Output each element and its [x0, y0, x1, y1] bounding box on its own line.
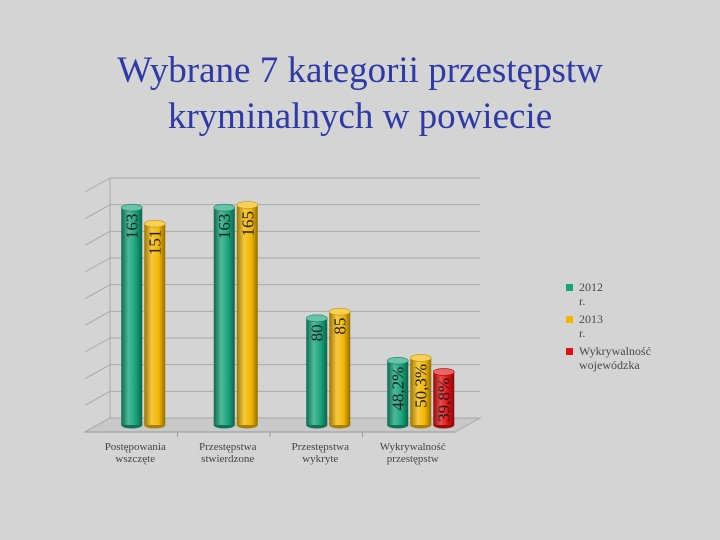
legend-item-2013: 2013 r.: [566, 312, 603, 340]
category-label: Postępowania wszczęte: [105, 441, 166, 465]
bar-value-label: 80: [308, 324, 327, 341]
category-label: Przestępstwa wykryte: [292, 441, 350, 465]
bar: 85: [328, 307, 351, 429]
bar: 48,2%: [386, 356, 409, 429]
gridline-depth: [84, 230, 111, 246]
chart-category-labels: Postępowania wszczęte Przestępstwa stwierdz…: [105, 432, 446, 465]
title-line-1: Wybrane 7 kategorii przestępstw: [117, 50, 603, 91]
legend-swatch-2013: [566, 316, 573, 323]
category-label: Przestępstwa stwierdzone: [199, 441, 257, 465]
gridline-depth: [84, 257, 111, 273]
bar-value-label: 163: [215, 214, 234, 240]
legend-label-2013: 2013 r.: [579, 312, 603, 340]
legend-item-wojewodzka: Wykrywalność wojewódzka: [566, 344, 651, 372]
category-label: Wykrywalność przestępstw: [380, 441, 446, 465]
chart-gridlines: [83, 177, 482, 433]
legend-swatch-wojewodzka: [566, 348, 573, 355]
gridline-depth: [84, 310, 111, 326]
bar-value-label: 39,8%: [435, 378, 454, 422]
gridline-depth: [84, 337, 111, 353]
page-title: Wybrane 7 kategorii przestępstw kryminal…: [0, 48, 720, 140]
title-line-2: kryminalnych w powiecie: [167, 96, 553, 137]
gridline-depth: [84, 364, 111, 380]
bar: 80: [305, 314, 328, 429]
gridline-depth: [84, 390, 111, 406]
legend-label-wojewodzka: Wykrywalność wojewódzka: [579, 344, 651, 372]
bar-value-label: 85: [331, 318, 350, 335]
bar-value-label: 50,3%: [412, 364, 431, 408]
bar: 165: [236, 201, 259, 429]
bar-value-label: 165: [238, 211, 257, 237]
legend-swatch-2012: [566, 284, 573, 291]
bar: 50,3%: [409, 354, 432, 429]
bar-value-label: 151: [146, 230, 165, 256]
bar-value-label: 48,2%: [389, 367, 408, 411]
gridline-depth: [84, 204, 111, 220]
bar-value-label: 163: [123, 214, 142, 240]
bar: 163: [213, 203, 236, 429]
gridline-depth: [84, 284, 111, 300]
bar: 163: [120, 203, 143, 429]
gridline-depth: [84, 177, 111, 193]
legend-label-2012: 2012 r.: [579, 280, 603, 308]
legend-item-2012: 2012 r.: [566, 280, 603, 308]
bar: 39,8%: [432, 368, 455, 429]
bar: 151: [143, 219, 166, 429]
